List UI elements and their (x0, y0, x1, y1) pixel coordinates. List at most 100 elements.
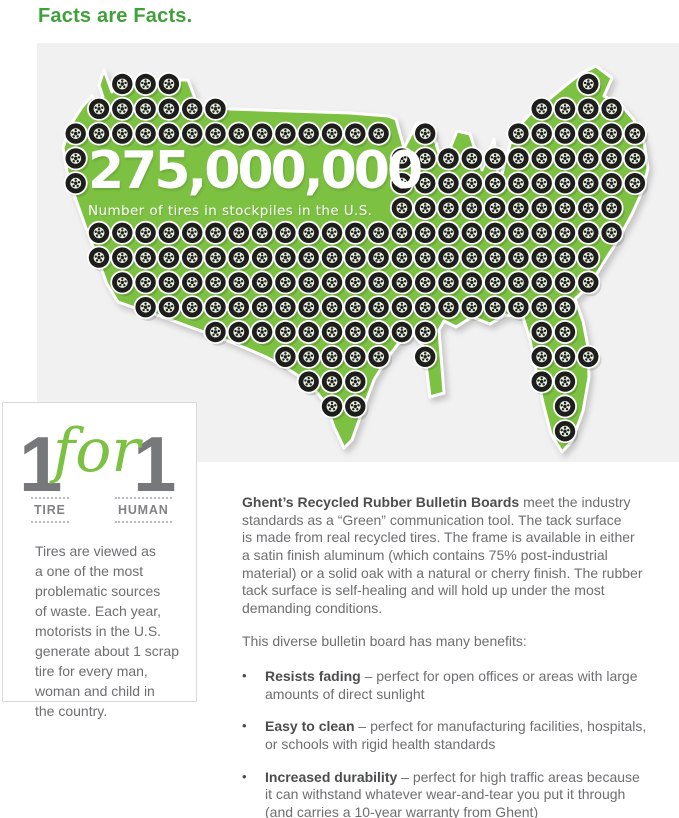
intro-bold-lead: Ghent’s Recycled Rubber Bulletin Boards (242, 494, 520, 510)
tire-icon (343, 394, 369, 421)
tire-icon (622, 121, 649, 148)
tire-icon (273, 270, 299, 297)
tire-icon (436, 295, 462, 321)
tire-icon (180, 245, 206, 272)
benefit-text: Resists fading – perfect for open office… (265, 668, 662, 703)
tire-icon (459, 270, 486, 297)
tire-icon (576, 146, 602, 173)
tire-icon (622, 171, 649, 197)
tire-icon (320, 394, 346, 421)
tire-icon (320, 220, 346, 247)
tire-icon (366, 121, 392, 148)
stockpile-stat: 275,000,000 Number of tires in stockpile… (88, 144, 423, 219)
tire-icon (320, 270, 346, 297)
benefits-intro: This diverse bulletin board has many ben… (242, 633, 527, 650)
tire-icon (203, 245, 229, 272)
tire-icon (553, 171, 579, 197)
tire-icon (366, 320, 392, 346)
page-title: Facts are Facts. (38, 5, 193, 27)
tire-icon (459, 171, 486, 197)
tire-icon (436, 270, 462, 297)
tire-icon (553, 270, 579, 297)
benefit-rest: – perfect for open offices or areas with… (265, 668, 638, 702)
tire-icon (459, 245, 486, 272)
tire-map-graphic (61, 64, 650, 454)
tire-icon (156, 72, 183, 98)
tire-icon (133, 220, 159, 247)
tire-icon (226, 295, 253, 321)
tire-icon (553, 295, 579, 321)
tire-icon (483, 220, 509, 247)
tire-icon (366, 344, 392, 371)
benefit-item-resists-fading: • Resists fading – perfect for open offi… (242, 668, 662, 703)
tire-icon (413, 171, 439, 197)
tire-icon (133, 245, 159, 272)
tire-icon (273, 121, 299, 148)
tire-icon (436, 196, 462, 222)
tire-icon (180, 270, 206, 297)
tire-icon (436, 245, 462, 272)
tire-icon (180, 96, 206, 123)
benefit-text: Easy to clean – perfect for manufacturin… (265, 718, 662, 753)
tire-icon (599, 146, 625, 173)
tire-icon (296, 245, 322, 272)
bullet-icon: • (242, 668, 247, 683)
tire-icon (599, 96, 625, 123)
tire-icon (553, 146, 579, 173)
tire-icon (553, 245, 579, 272)
tire-icon (273, 320, 299, 346)
tire-icon (226, 121, 253, 148)
tire-icon (576, 72, 602, 98)
tire-icon (63, 146, 89, 173)
tire-label: TIRE (31, 497, 69, 523)
tire-icon (506, 245, 532, 272)
tire-icon (459, 146, 486, 173)
tire-icon (576, 220, 602, 247)
tire-icon (273, 295, 299, 321)
tire-icon (133, 121, 159, 148)
tire-icon (133, 96, 159, 123)
tire-icon (180, 121, 206, 148)
tire-icon (226, 220, 253, 247)
benefit-rest: – perfect for manufacturing facilities, … (265, 718, 647, 752)
tire-icon (296, 320, 322, 346)
tire-icon (87, 245, 113, 272)
tire-icon (110, 220, 136, 247)
tire-grid (63, 72, 649, 445)
tire-icon (250, 320, 276, 346)
tire-icon (296, 270, 322, 297)
tire-icon (366, 295, 392, 321)
tire-icon (529, 270, 555, 297)
tire-icon (459, 295, 486, 321)
benefit-item-easy-to-clean: • Easy to clean – perfect for manufactur… (242, 718, 662, 753)
tire-icon (529, 245, 555, 272)
tire-icon (156, 96, 183, 123)
one-for-one-card: 1 for 1 TIRE HUMAN Tires are viewed as a… (2, 402, 197, 719)
tire-icon (576, 96, 602, 123)
tire-icon (203, 320, 229, 346)
tire-icon (366, 220, 392, 247)
tire-icon (576, 121, 602, 148)
content-column: Ghent’s Recycled Rubber Bulletin Boards … (242, 494, 662, 818)
tire-icon (273, 245, 299, 272)
tire-icon (553, 344, 579, 371)
tire-icon (413, 270, 439, 297)
bullet-icon: • (242, 768, 247, 784)
for-word: for (53, 416, 141, 486)
tire-icon (320, 295, 346, 321)
tire-icon (413, 344, 439, 371)
tire-icon (296, 121, 322, 148)
intro-body: meet the industry standards as a “Green”… (242, 494, 643, 616)
benefit-bold: Increased durability (265, 768, 398, 785)
tire-icon (506, 220, 532, 247)
tire-icon (110, 96, 136, 123)
tire-icon (506, 270, 532, 297)
tire-icon (436, 220, 462, 247)
tire-icon (156, 295, 183, 321)
tire-icon (506, 295, 532, 321)
tire-icon (436, 146, 462, 173)
tire-icon (203, 96, 229, 123)
tire-icon (63, 121, 89, 148)
tire-icon (250, 245, 276, 272)
tire-icon (250, 121, 276, 148)
